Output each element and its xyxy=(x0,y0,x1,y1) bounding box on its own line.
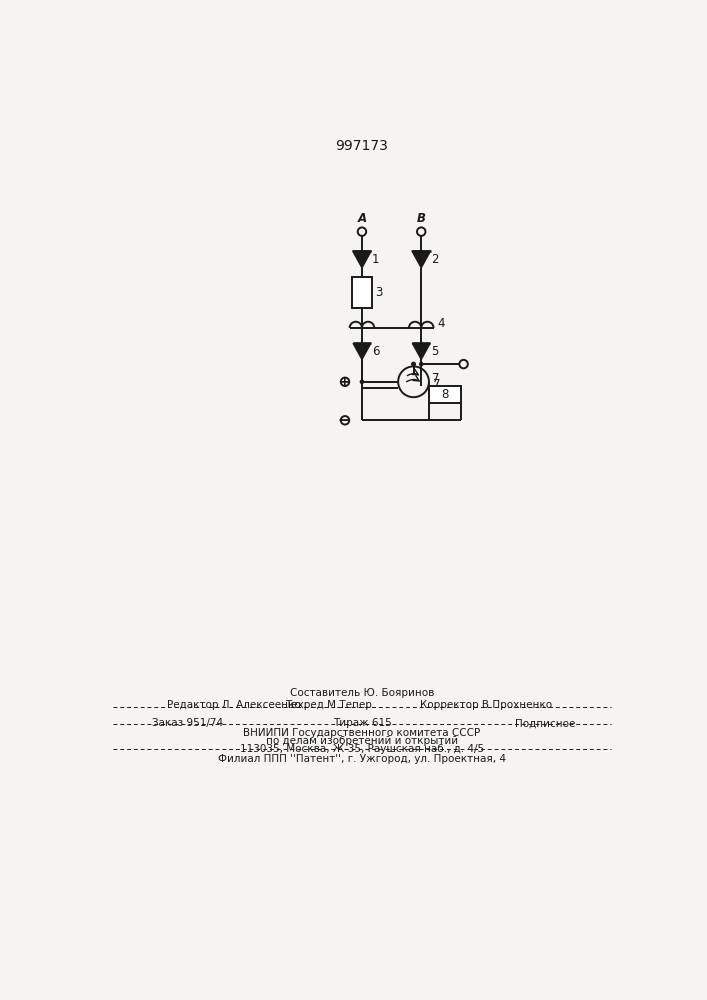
Polygon shape xyxy=(412,343,430,359)
Text: 113035, Москва, Ж-35, Раушская наб., д. 4/5: 113035, Москва, Ж-35, Раушская наб., д. … xyxy=(240,744,484,754)
Text: Составитель Ю. Бояринов: Составитель Ю. Бояринов xyxy=(290,688,434,698)
Text: 2: 2 xyxy=(431,253,439,266)
Circle shape xyxy=(419,362,423,366)
Text: −: − xyxy=(338,413,351,428)
Text: Филиал ППП ''Патент'', г. Ужгород, ул. Проектная, 4: Филиал ППП ''Патент'', г. Ужгород, ул. П… xyxy=(218,754,506,764)
Polygon shape xyxy=(353,251,371,268)
Text: Заказ 951/74: Заказ 951/74 xyxy=(152,718,223,728)
Text: 4: 4 xyxy=(438,317,445,330)
Text: 6: 6 xyxy=(372,345,380,358)
Text: Редактор Л. Алексеенко: Редактор Л. Алексеенко xyxy=(167,700,301,710)
Text: Тираж 615: Тираж 615 xyxy=(332,718,392,728)
Text: 1: 1 xyxy=(372,253,380,266)
Polygon shape xyxy=(412,251,431,268)
Polygon shape xyxy=(353,343,371,359)
Text: 5: 5 xyxy=(431,345,438,358)
Text: Техред М.Тепер: Техред М.Тепер xyxy=(286,700,373,710)
Text: 3: 3 xyxy=(375,286,382,299)
Text: по делам изобретений и открытий: по делам изобретений и открытий xyxy=(266,736,458,746)
Bar xyxy=(352,277,372,308)
Text: Корректор В.Прохненко: Корректор В.Прохненко xyxy=(420,700,552,710)
Text: 7: 7 xyxy=(432,372,440,385)
Text: ВНИИПИ Государственного комитета СССР: ВНИИПИ Государственного комитета СССР xyxy=(243,728,481,738)
Text: +: + xyxy=(339,375,351,389)
Text: 997173: 997173 xyxy=(336,139,388,153)
Text: Подписное: Подписное xyxy=(515,718,575,728)
Bar xyxy=(429,386,461,403)
Circle shape xyxy=(360,379,364,384)
Text: 8: 8 xyxy=(441,388,449,401)
Text: B: B xyxy=(416,212,426,225)
Circle shape xyxy=(411,362,416,366)
Circle shape xyxy=(411,362,416,366)
Text: 7: 7 xyxy=(433,378,440,391)
Text: A: A xyxy=(358,212,366,225)
